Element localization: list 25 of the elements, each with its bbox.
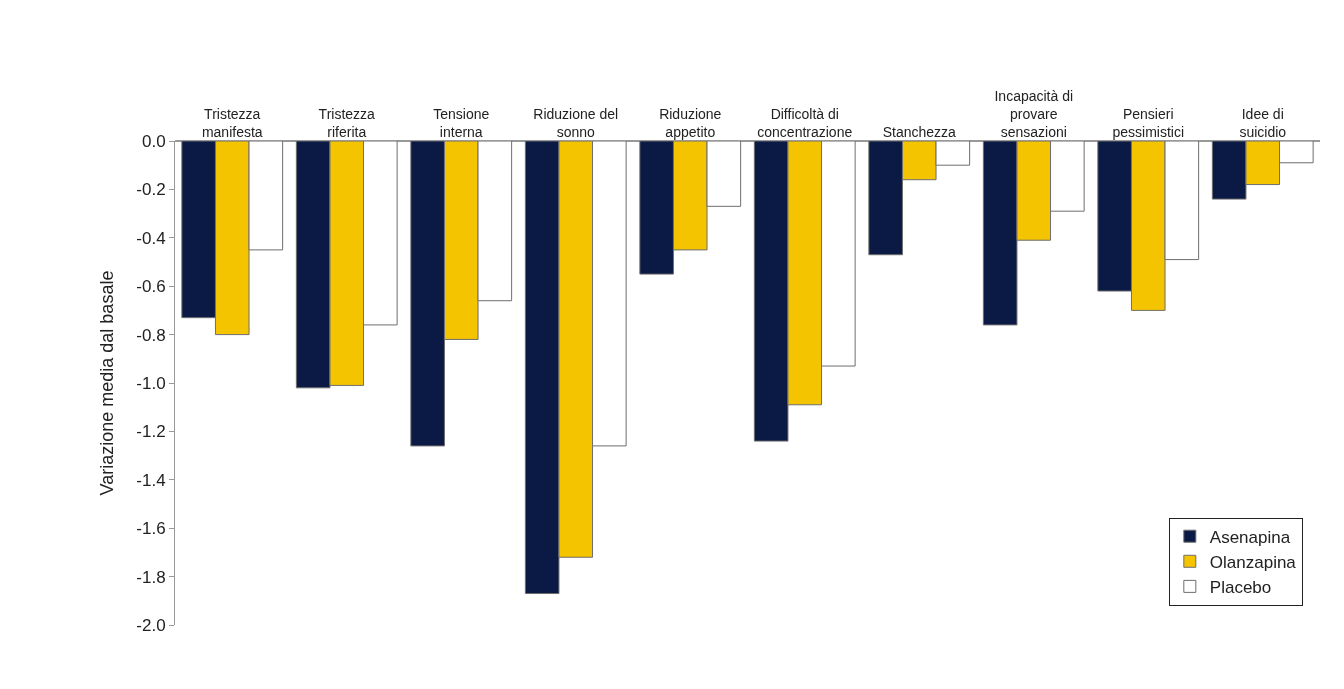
y-tick-label: -1.6 (136, 519, 166, 539)
y-axis-title: Variazione media dal basale (96, 270, 117, 496)
y-tick-label: 0.0 (141, 131, 166, 151)
y-tick-label: -1.0 (136, 373, 166, 393)
y-tick-label: -0.2 (136, 180, 166, 200)
legend-label: Asenapina (1209, 527, 1291, 547)
x-tick-label: Riduzione appetito (659, 106, 722, 141)
y-tick-label: -1.4 (136, 470, 166, 490)
x-tick-label: Difficoltà di concentrazione (757, 106, 853, 141)
x-tick-label: Riduzione del sonno (533, 106, 619, 141)
x-tick-label: Incapacità di provare sensazioni (994, 87, 1074, 141)
y-tick-label: -1.8 (136, 567, 166, 587)
x-tick-label: Tristezza manifesta (201, 106, 263, 141)
x-tick-label: Tristezza riferita (318, 106, 376, 141)
y-tick-label: -0.4 (136, 228, 166, 248)
y-tick-label: -2.0 (136, 615, 166, 635)
legend-label: Placebo (1209, 578, 1272, 598)
y-tick-label: -0.8 (136, 325, 166, 345)
x-tick-label: Idee di suicidio (1239, 106, 1287, 141)
legend-label: Olanzapina (1209, 552, 1297, 572)
y-tick-label: -0.6 (136, 277, 166, 297)
x-tick-label: Tensione interna (433, 106, 490, 141)
x-tick-label: Pensieri pessimistici (1112, 106, 1185, 141)
y-tick-label: -1.2 (136, 422, 166, 442)
x-tick-label: Stanchezza (882, 124, 957, 141)
